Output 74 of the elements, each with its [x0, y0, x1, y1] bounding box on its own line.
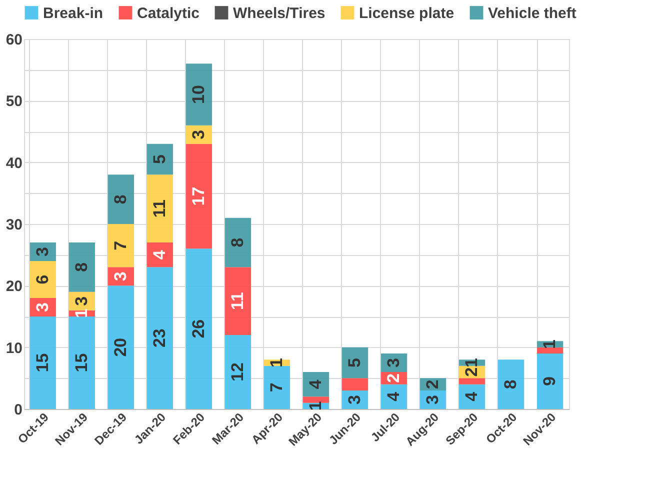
y-tick-label: 50: [6, 93, 22, 110]
bar: [224, 335, 252, 409]
y-tick-label: 30: [6, 216, 22, 234]
bar: [68, 316, 95, 409]
legend-label: Wheels/Tires: [233, 4, 326, 22]
bar: [537, 347, 564, 354]
data-label: 15: [32, 353, 52, 372]
bar: [224, 218, 252, 268]
bar: [186, 144, 212, 249]
data-label: 2: [384, 373, 404, 383]
data-label: 9: [540, 376, 560, 386]
data-label: 11: [228, 292, 247, 310]
y-tick-label: 10: [6, 340, 22, 357]
data-label: 15: [72, 353, 91, 372]
data-label: 8: [110, 194, 130, 204]
data-label: 20: [110, 338, 130, 357]
bar: [458, 378, 486, 384]
bar: [186, 64, 212, 126]
data-label: 3: [423, 395, 442, 404]
data-label: 12: [228, 362, 247, 382]
data-label: 7: [266, 382, 286, 392]
data-label: 11: [150, 200, 169, 218]
data-label: 26: [188, 319, 208, 338]
data-label: 8: [228, 238, 247, 248]
bar: [30, 316, 56, 409]
bar: [302, 396, 330, 403]
data-label: 7: [110, 240, 130, 250]
data-label: 3: [32, 247, 52, 256]
bar: [146, 267, 174, 409]
bar: [224, 267, 252, 335]
data-label: 2: [462, 367, 482, 377]
data-label: 2: [423, 380, 442, 390]
bar: [108, 224, 134, 268]
data-label: 3: [384, 358, 404, 368]
legend-label: License plate: [359, 4, 454, 22]
bar: [68, 242, 95, 292]
bar: [146, 174, 174, 242]
data-label: 1: [306, 401, 326, 411]
data-label: 3: [72, 296, 91, 306]
data-label: 3: [110, 272, 130, 282]
data-label: 3: [32, 302, 52, 312]
data-label: 1: [266, 358, 286, 368]
data-label: 4: [462, 391, 482, 402]
data-label: 3: [188, 130, 208, 140]
legend-label: Catalytic: [137, 4, 200, 22]
data-label: 6: [32, 274, 52, 284]
data-label: 8: [72, 262, 91, 272]
y-tick-label: 20: [6, 278, 22, 296]
legend-label: Vehicle theft: [488, 4, 576, 22]
bar: [108, 286, 134, 409]
bar: [498, 360, 524, 409]
data-label: 5: [345, 358, 364, 368]
y-tick-label: 0: [14, 402, 22, 418]
data-label: 4: [150, 250, 169, 260]
data-label: 17: [188, 186, 208, 206]
y-tick-label: 60: [6, 32, 22, 48]
bar: [108, 174, 134, 224]
bar: [537, 354, 564, 409]
data-label: 4: [306, 379, 326, 390]
legend-label: Break-in: [43, 4, 104, 22]
data-label: 23: [150, 328, 169, 348]
data-label: 10: [188, 85, 208, 104]
bar: [30, 261, 56, 298]
data-label: 1: [540, 340, 560, 349]
y-tick-label: 40: [6, 154, 22, 172]
data-label: 1: [462, 358, 482, 368]
data-label: 4: [384, 391, 404, 402]
data-label: 1: [72, 308, 91, 318]
data-label: 5: [150, 154, 169, 164]
data-label: 8: [501, 380, 520, 390]
bar: [342, 378, 368, 390]
bar: [186, 248, 212, 409]
bar: [264, 366, 290, 409]
data-label: 3: [345, 395, 364, 404]
